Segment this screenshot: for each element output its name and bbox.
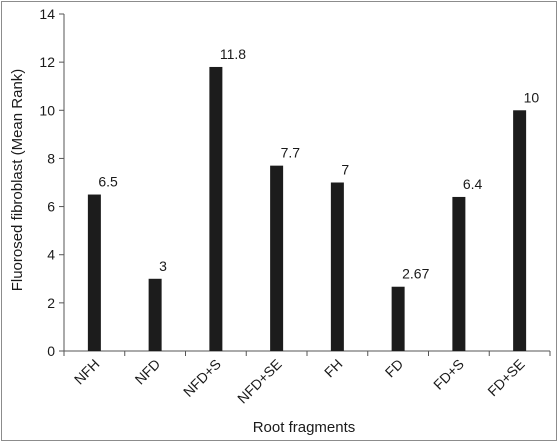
bar-fh [330,182,344,351]
y-tick-label: 0 [47,343,55,359]
data-label: 10 [524,89,540,105]
bar-fd [391,286,405,351]
data-label: 11.8 [220,46,246,62]
y-tick-label: 6 [47,199,55,215]
bar-nfd-plus-se [270,165,284,351]
x-tick-label: NFD+SE [234,356,285,407]
y-tick-label: 14 [39,6,55,22]
y-tick-label: 12 [39,54,55,70]
data-label: 6.5 [98,174,118,190]
y-tick-label: 4 [47,247,55,263]
x-tick-label: FD+SE [484,356,527,399]
data-label: 3 [159,258,167,274]
y-axis: 0 2 4 6 8 10 12 14 [39,6,65,359]
data-label: 2.67 [402,266,429,282]
data-label: 7.7 [281,145,301,161]
y-tick-label: 8 [47,150,55,166]
bar-fd-plus-s [452,196,466,351]
bar-fd-plus-se [513,110,527,352]
y-tick-label: 10 [39,102,55,118]
bars [87,66,527,352]
x-tick-label: NFD [132,356,164,388]
data-label: 7 [341,162,349,178]
x-tick-label: FD [382,356,407,381]
x-tick-label: FD+S [430,356,467,393]
x-axis-title: Root fragments [253,419,356,436]
x-tick-label: FH [321,356,346,381]
bar-nfd [148,278,162,351]
bar-nfh [87,194,101,351]
x-tick-label: NFD+S [180,356,224,400]
y-tick-label: 2 [47,295,55,311]
data-labels: 6.5 3 11.8 7.7 7 2.67 6.4 10 [98,46,539,282]
bar-nfd-plus-s [209,66,223,351]
y-axis-title: Fluorosed fibroblast (Mean Rank) [9,69,26,292]
x-tick-label: NFH [71,356,103,388]
x-axis: NFH NFD NFD+S NFD+SE FH FD FD+S FD+SE [63,350,551,407]
data-label: 6.4 [463,176,483,192]
